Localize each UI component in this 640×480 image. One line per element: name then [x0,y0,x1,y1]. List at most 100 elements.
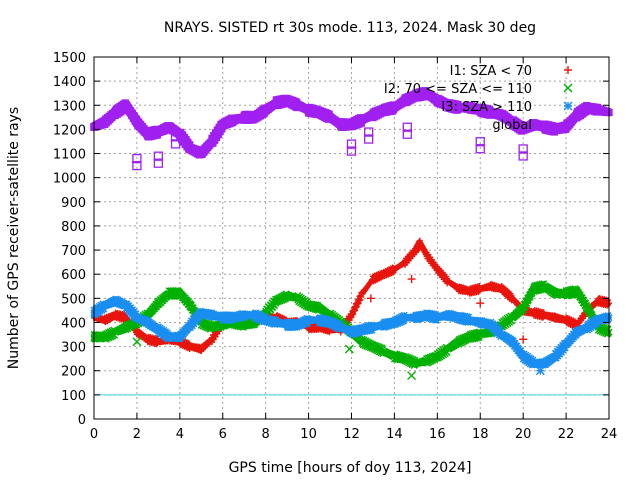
data-point [101,302,109,310]
y-tick-label: 0 [78,413,86,428]
y-tick-label: 1500 [53,51,86,66]
x-tick-label: 16 [429,427,446,442]
trace-marker [444,275,451,282]
y-tick-label: 500 [61,292,86,307]
data-point [455,314,463,322]
outlier-point [535,366,545,376]
data-point [433,314,441,322]
data-point [487,321,495,329]
data-point [209,336,216,343]
data-point [423,251,430,258]
data-point [251,311,259,319]
y-axis-label: Number of GPS receiver-satellite rays [6,107,22,369]
data-point [111,297,119,305]
data-point [552,314,559,321]
data-point [240,311,248,319]
trace-marker [354,301,361,308]
plot-area [90,87,613,396]
data-point [434,266,441,273]
x-tick-label: 6 [219,427,227,442]
y-tick-label: 700 [61,244,86,259]
chart-title: NRAYS. SISTED rt 30s mode. 113, 2024. Ma… [164,20,536,36]
trace-marker [356,297,363,304]
data-point [584,323,592,331]
data-point [326,318,334,326]
x-tick-label: 24 [601,427,618,442]
data-point [551,352,559,360]
data-point [197,309,205,317]
data-point [337,323,345,331]
data-point [380,321,388,329]
data-point [594,316,602,324]
data-point [445,278,452,285]
data-point [466,288,473,295]
y-tick-label: 100 [61,389,86,404]
legend-label-i1: I1: SZA < 70 [450,64,532,79]
data-point [498,285,505,292]
data-point [144,318,152,326]
legend-label-global: global [492,118,532,133]
y-tick-label: 300 [61,341,86,356]
data-point [412,314,420,322]
trace-marker [358,293,365,300]
data-point [498,331,506,339]
data-point [283,321,291,329]
data-point [154,326,162,334]
legend-label-i2: I2: 70 <= SZA <= 110 [384,82,532,97]
data-point [369,276,376,283]
data-point [417,239,424,246]
data-point [402,259,409,266]
data-point [573,328,581,336]
data-point [509,295,516,302]
data-point [144,336,151,343]
data-point [348,312,355,319]
data-point [563,317,570,324]
data-point [541,312,548,319]
x-tick-label: 14 [386,427,403,442]
data-point [530,309,537,316]
data-point [519,352,527,360]
data-point [358,326,366,334]
legend-label-i3: I3: SZA > 110 [441,100,532,115]
data-point [155,338,162,345]
data-point [476,318,484,326]
data-point [123,314,130,321]
data-point [423,311,431,319]
outlier-point [407,275,416,284]
x-tick-label: 22 [558,427,575,442]
data-point [229,314,237,322]
data-point [187,343,194,350]
data-point [305,316,313,324]
data-point [359,290,366,297]
data-point [412,247,419,254]
axes: 0 2 4 6 8 10 12 14 16 18 20 22 240100200300400500600… [53,51,617,442]
data-point [219,314,227,322]
x-tick-label: 20 [515,427,532,442]
y-tick-label: 1300 [53,99,86,114]
data-point [595,297,602,304]
data-point [133,314,141,322]
data-point [133,329,140,336]
data-point [294,321,302,329]
data-point [208,311,216,319]
data-point [390,318,398,326]
data-point [198,346,205,353]
outlier-points [132,122,545,381]
data-point [391,266,398,273]
data-point [530,359,538,367]
data-point [369,323,377,331]
y-tick-label: 200 [61,365,86,380]
data-point [348,328,355,336]
outlier-point [366,294,375,303]
data-point [176,333,184,341]
x-tick-label: 4 [176,427,184,442]
legend-marker-star [563,101,573,111]
data-point [315,316,323,324]
outlier-point [519,335,528,344]
data-point [101,317,108,324]
x-tick-label: 2 [133,427,141,442]
trace-marker [351,308,358,315]
x-axis-label: GPS time [hours of doy 113, 2024] [229,460,472,476]
data-point [272,318,280,326]
x-tick-label: 12 [343,427,360,442]
